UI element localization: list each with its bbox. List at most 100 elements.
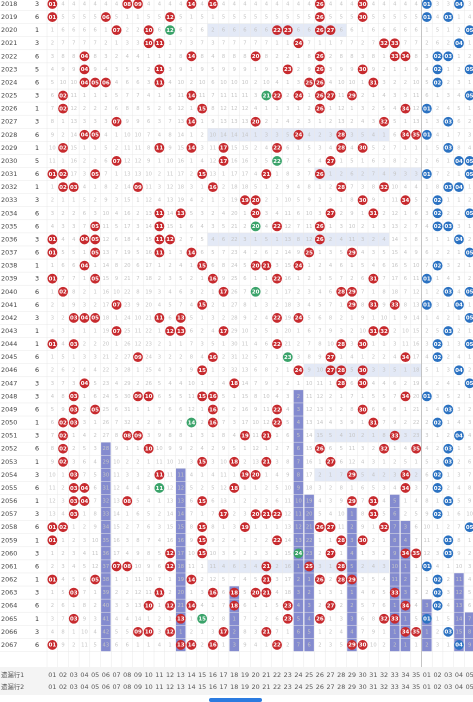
miss-value: 8 (104, 185, 107, 191)
miss-value: 12 (135, 590, 142, 596)
red-ball-number: 20 (252, 473, 260, 479)
miss-value: 1 (61, 472, 64, 478)
miss-value: 7 (179, 302, 182, 308)
miss-value: 1 (447, 472, 450, 478)
blue-ball-number: 02 (434, 420, 442, 426)
miss-value: 35 (103, 538, 110, 544)
miss-value: 7 (158, 577, 161, 583)
miss-value: 3 (393, 472, 396, 478)
draw-count: 6 (35, 484, 39, 492)
blue-ball-number: 01 (423, 172, 431, 178)
footer-red-number: 21 (262, 671, 270, 679)
miss-value: 2 (200, 289, 203, 295)
miss-value: 1 (382, 198, 385, 204)
red-ball (186, 0, 197, 9)
footer-red-number: 12 (166, 683, 174, 691)
red-ball (58, 169, 68, 179)
miss-value: 3 (72, 381, 75, 387)
blue-ball (464, 208, 473, 219)
footer-red-number: 15 (198, 671, 206, 679)
miss-value: 1 (275, 329, 278, 335)
miss-value: 2 (115, 590, 118, 596)
miss-value: 7 (425, 485, 428, 491)
miss-value: 14 (231, 132, 238, 138)
miss-value: 3 (211, 224, 214, 230)
miss-value: 1 (222, 302, 225, 308)
miss-value: 4 (83, 368, 87, 374)
miss-value: 3 (200, 590, 203, 596)
miss-value: 6 (350, 172, 353, 178)
miss-value: 1 (318, 185, 321, 191)
blue-ball (432, 483, 443, 493)
red-ball-number: 26 (316, 447, 324, 453)
blue-ball (443, 142, 454, 153)
red-ball-number: 01 (49, 250, 57, 256)
red-ball-number: 18 (230, 381, 238, 387)
miss-value: 2 (318, 198, 321, 204)
miss-value: 12 (242, 106, 249, 112)
miss-value: 6 (168, 407, 171, 413)
red-ball-number: 26 (316, 224, 324, 230)
blue-ball-number: 05 (466, 250, 473, 256)
footer-red-number: 11 (155, 683, 163, 691)
blue-ball-number: 02 (434, 590, 442, 596)
miss-value: 9 (414, 67, 417, 73)
miss-value: 14 (70, 132, 77, 138)
miss-value: 8 (136, 289, 139, 295)
footer-red-number: 13 (177, 683, 185, 691)
footer-red-number: 05 (91, 683, 99, 691)
red-ball-number: 30 (359, 538, 367, 544)
period-label: 2032 (1, 183, 17, 191)
miss-value: 5 (318, 512, 321, 518)
blue-ball (432, 260, 443, 271)
red-ball-number: 01 (49, 237, 57, 243)
red-ball (79, 129, 90, 140)
miss-value: 2 (104, 41, 107, 47)
miss-value: 2 (361, 41, 364, 47)
red-ball-number: 03 (70, 499, 78, 505)
red-ball (197, 299, 208, 310)
miss-value: 2 (318, 603, 321, 609)
red-ball (154, 142, 165, 153)
footer-red-number: 14 (187, 683, 195, 691)
miss-value: 2 (468, 551, 471, 557)
miss-value: 6 (297, 446, 300, 452)
red-ball (207, 640, 218, 650)
miss-value: 3 (115, 603, 118, 609)
miss-value: 4 (457, 289, 461, 295)
miss-value: 19 (284, 315, 291, 321)
miss-value: 1 (93, 93, 96, 99)
miss-value: 5 (329, 433, 332, 439)
miss-value: 9 (468, 642, 471, 648)
red-ball (122, 0, 133, 9)
miss-value: 6 (340, 28, 343, 34)
miss-value: 12 (70, 106, 77, 112)
period-label: 2065 (1, 615, 17, 623)
red-ball (165, 25, 175, 36)
miss-value: 1 (382, 54, 385, 60)
red-ball (325, 548, 336, 559)
miss-value: 1 (447, 512, 450, 518)
miss-value: 5 (447, 394, 450, 400)
red-ball (357, 195, 368, 206)
miss-value: 4 (286, 407, 290, 413)
miss-value: 2 (297, 342, 300, 348)
miss-value: 9 (468, 499, 471, 505)
miss-value: 2 (72, 368, 75, 374)
miss-value: 26 (124, 342, 131, 348)
red-ball-number: 34 (402, 355, 410, 361)
miss-value: 6 (190, 224, 193, 230)
miss-value: 14 (103, 263, 110, 269)
blue-ball-number: 02 (434, 342, 442, 348)
miss-value: 17 (284, 577, 291, 583)
red-ball (186, 417, 197, 428)
red-ball-number: 29 (348, 643, 356, 649)
red-ball (133, 430, 143, 441)
miss-value: 10 (135, 564, 142, 570)
miss-value: 1 (254, 132, 257, 138)
miss-value: 3 (136, 41, 139, 47)
miss-value: 5 (425, 80, 428, 86)
horizontal-scroll-thumb[interactable] (209, 698, 262, 702)
footer-red-number: 09 (134, 683, 142, 691)
miss-value: 5 (211, 485, 214, 491)
